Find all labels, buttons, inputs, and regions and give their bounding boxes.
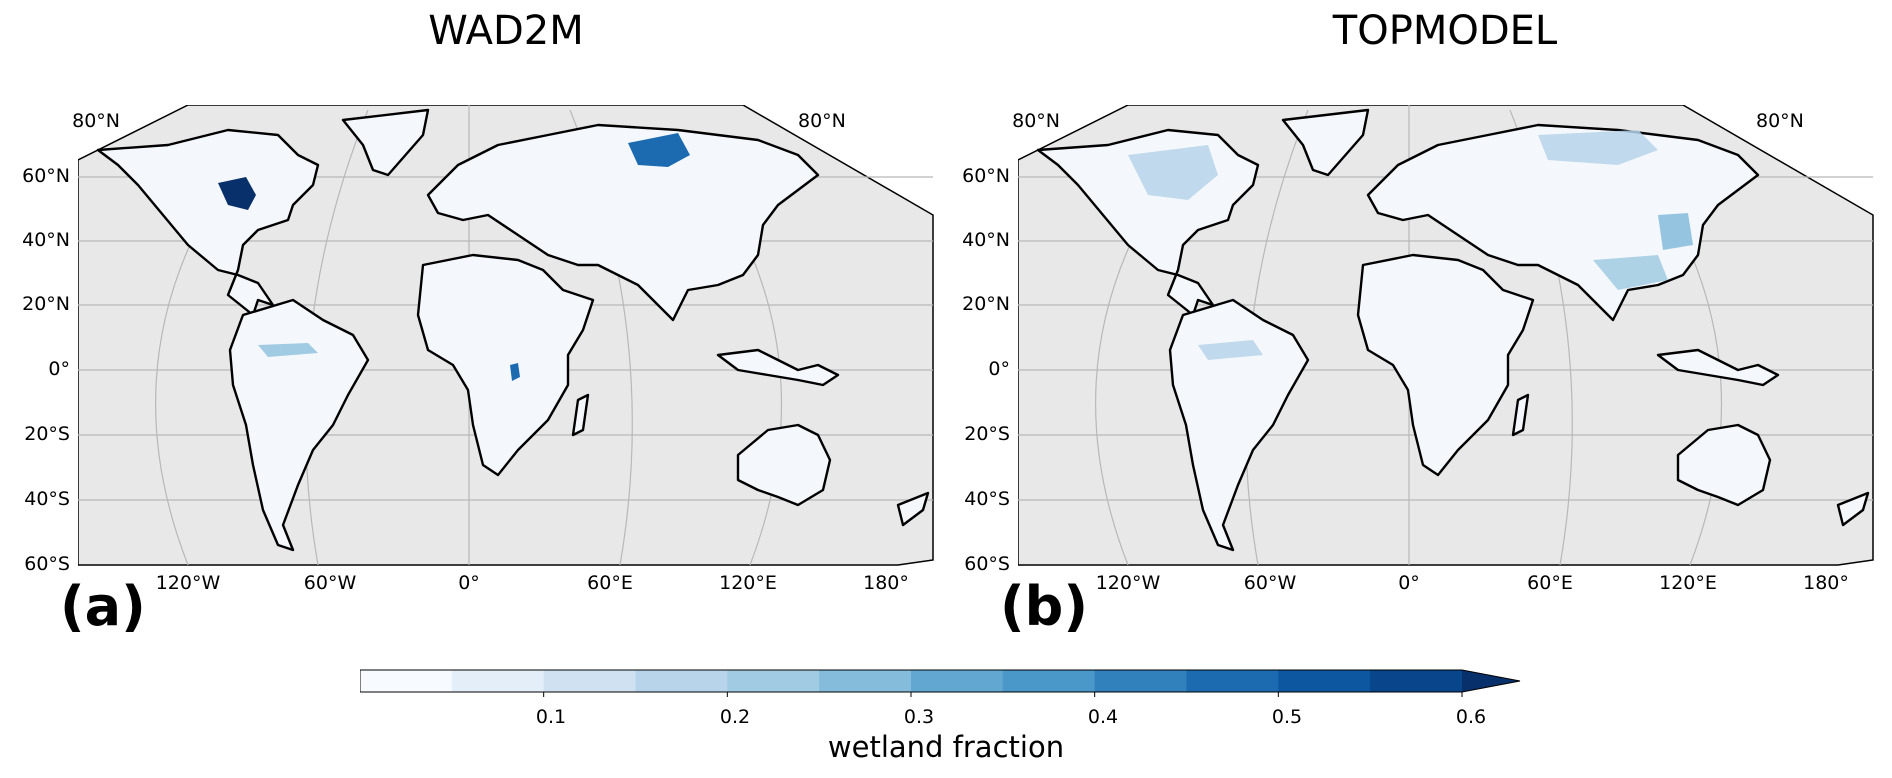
lat-label: 60°N [22,165,70,187]
west-siberia-wetland [628,133,690,167]
colorbar-segment [1278,670,1371,692]
lat-label: 20°S [24,423,70,445]
lat-label: 80°N [72,110,120,132]
colorbar-segment [635,670,728,692]
africa [416,253,595,477]
continents-a [96,108,930,552]
colorbar-label: wetland fraction [827,730,1065,764]
lon-label: 60°W [303,572,357,594]
lon-label: 60°E [1527,572,1573,594]
lon-label: 120°W [155,572,221,594]
greenland [1281,108,1370,177]
southeast-asia-islands [716,348,840,387]
lon-label: 180° [863,572,909,594]
lon-label: 0° [1398,572,1420,594]
lon-label: 180° [1803,572,1849,594]
colorbar-segment [819,670,912,692]
lat-label: 0° [988,358,1010,380]
lon-label: 120°E [719,572,777,594]
new-zealand [1836,491,1870,527]
madagascar [571,393,590,437]
colorbar [360,669,1521,697]
wetland-hotspots-a [218,133,690,381]
lat-label: 60°S [964,553,1010,575]
colorbar-segment [451,670,545,692]
hudson-bay-wetland [218,177,256,210]
amazon-wetland [1198,340,1263,360]
colorbar-tick-label: 0.6 [1455,706,1487,728]
south-america [1168,298,1310,552]
south-america [228,298,370,552]
southeast-asia-islands [1656,348,1780,387]
lat-label: 60°S [24,553,70,575]
colorbar-segment [727,670,820,692]
lon-label: 60°W [1243,572,1297,594]
colorbar-segment [1186,670,1279,692]
colorbar-tick-label: 0.5 [1271,706,1303,728]
colorbar-tick-label: 0.2 [719,706,751,728]
panel-a-map [78,105,934,566]
north-america [96,128,320,317]
lat-label: 40°S [24,488,70,510]
right-lat-label: 80°N [798,110,846,132]
lat-label: 20°N [22,293,70,315]
lon-label: 120°W [1095,572,1161,594]
lon-label: 60°E [587,572,633,594]
australia [736,423,832,507]
panel-b-title: TOPMODEL [1332,8,1558,54]
siberia-wetland [1538,130,1658,165]
africa [1356,253,1535,477]
canada-wetland [1128,145,1218,200]
panel-a-letter: (a) [60,575,146,638]
colorbar-segment [1370,670,1463,692]
lat-label: 40°S [964,488,1010,510]
colorbar-segment [1002,670,1096,692]
lat-label: 40°N [22,229,70,251]
panel-a-title: WAD2M [428,8,584,54]
colorbar-tick-label: 0.4 [1087,706,1119,728]
lat-label: 80°N [1012,110,1060,132]
colorbar-segment [911,670,1004,692]
colorbar-segment [543,670,636,692]
south-asia-wetland [1593,255,1668,290]
greenland [341,108,430,177]
colorbar-tick-label: 0.1 [535,706,567,728]
lat-label: 20°S [964,423,1010,445]
panel-b-letter: (b) [1000,575,1089,638]
colorbar-extension [1462,670,1520,692]
colorbar-outline [360,669,1521,693]
madagascar [1511,393,1530,437]
lon-label: 120°E [1659,572,1717,594]
right-lat-label: 80°N [1756,110,1804,132]
australia [1676,423,1772,507]
amazon-wetland [258,343,318,357]
eurasia [426,123,820,322]
east-china-wetland [1658,213,1693,250]
panel-b-map [1018,105,1874,566]
lat-label: 60°N [962,165,1010,187]
wetland-hotspots-b [1128,130,1693,360]
lon-label: 0° [458,572,480,594]
colorbar-segment [360,670,453,692]
lat-label: 40°N [962,229,1010,251]
lat-label: 0° [48,358,70,380]
congo-wetland [510,363,520,381]
lat-label: 20°N [962,293,1010,315]
new-zealand [896,491,930,527]
colorbar-segment [1094,670,1187,692]
colorbar-tick-label: 0.3 [903,706,935,728]
